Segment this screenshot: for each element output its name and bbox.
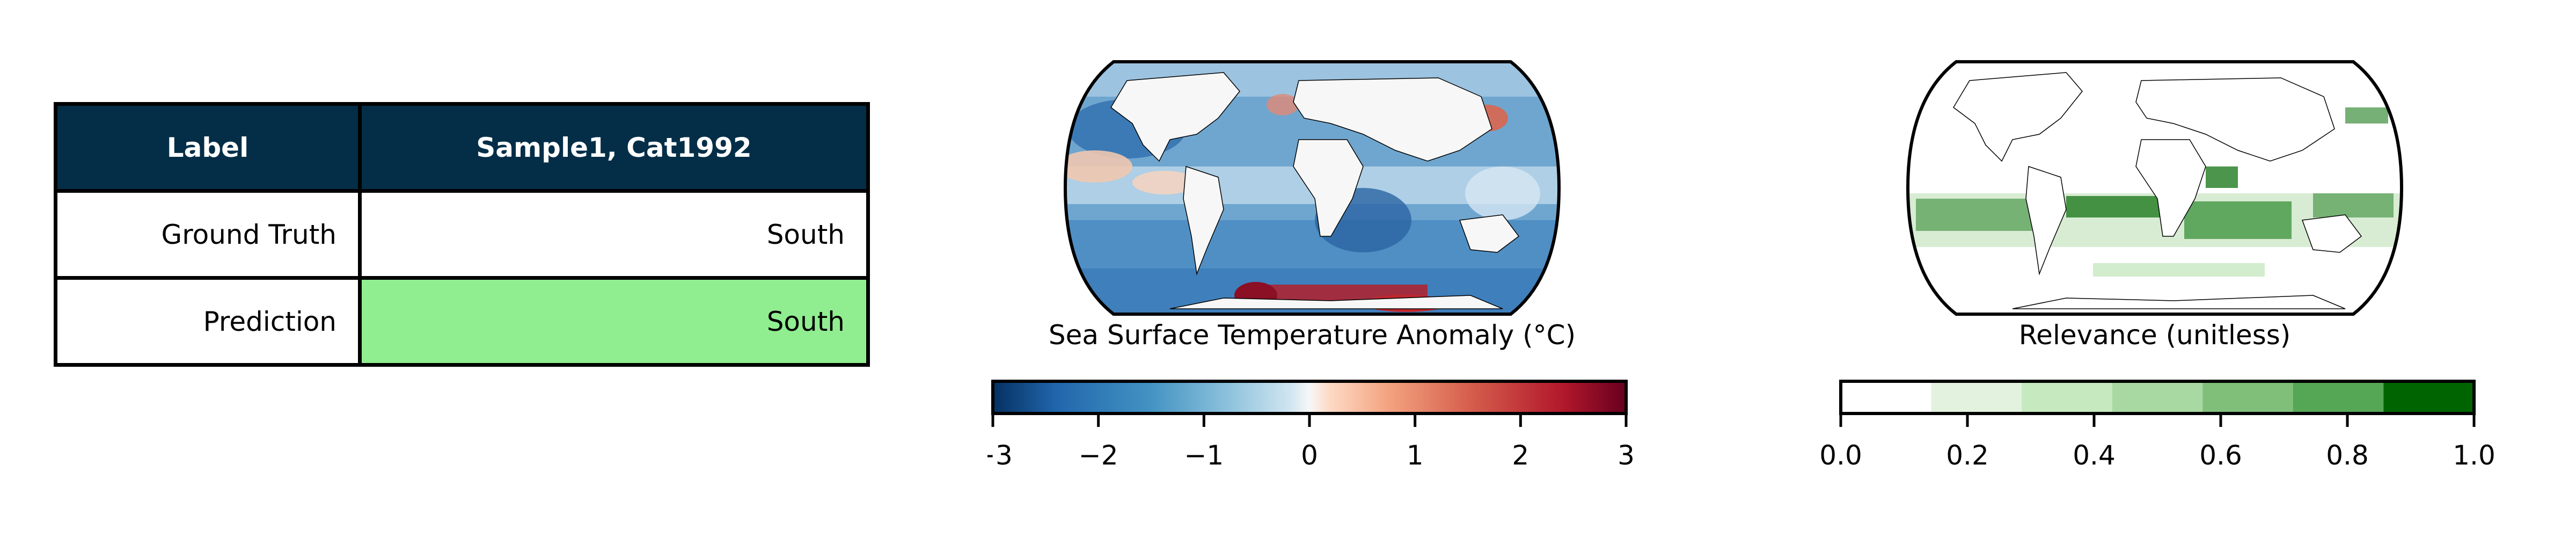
relevance-colorbar-frame — [1839, 380, 2476, 415]
relevance-colorbar: 0.0 0.2 0.4 0.6 0.8 1.0 — [1819, 380, 2496, 471]
table-header-row: Label Sample1, Cat1992 — [54, 102, 870, 193]
colorbar-tick-label: 0 — [1301, 440, 1318, 471]
sst-map-outline — [1063, 60, 1561, 316]
relevance-level-swatch — [1841, 381, 1932, 413]
table-row: Ground Truth South — [54, 189, 870, 280]
colorbar-tick-label: 2 — [1512, 440, 1529, 471]
relevance-map — [1906, 60, 2404, 316]
colorbar-tick-label: 0.8 — [2326, 440, 2369, 471]
colorbar-tick-label: 1 — [1407, 440, 1424, 471]
relevance-level-swatch — [2383, 381, 2475, 413]
relevance-level-swatch — [1931, 381, 2022, 413]
sst-colorbar-ticks: −3 −2 −1 0 1 2 3 — [987, 413, 1635, 471]
relevance-level-swatch — [2202, 381, 2294, 413]
colorbar-tick-label: −3 — [987, 440, 1013, 471]
colorbar-tick-label: 0.2 — [1946, 440, 1989, 471]
colorbar-tick-label: 0.0 — [1819, 440, 1862, 471]
relevance-colorbar-levels — [1841, 381, 2475, 413]
header-label: Label — [54, 102, 362, 193]
colorbar-tick-label: 3 — [1618, 440, 1635, 471]
row-label-prediction: Prediction — [54, 276, 362, 367]
sst-colorbar-gradient — [991, 380, 1628, 415]
header-sample: Sample1, Cat1992 — [358, 102, 870, 193]
sst-field — [1065, 62, 1559, 314]
row-label-ground-truth: Ground Truth — [54, 189, 362, 280]
colorbar-tick-label: 0.6 — [2199, 440, 2242, 471]
sst-map-title: Sea Surface Temperature Anomaly (°C) — [1048, 320, 1576, 351]
relevance-colorbar-ticks: 0.0 0.2 0.4 0.6 0.8 1.0 — [1819, 413, 2496, 471]
relevance-map-title: Relevance (unitless) — [2018, 320, 2291, 351]
colorbar-tick-label: 0.4 — [2073, 440, 2116, 471]
sst-anomaly-map — [1063, 60, 1561, 316]
relevance-field — [1908, 62, 2402, 314]
colorbar-tick-label: 1.0 — [2453, 440, 2496, 471]
relevance-map-outline — [1906, 60, 2404, 316]
relevance-level-swatch — [2022, 381, 2113, 413]
relevance-level-swatch — [2293, 381, 2384, 413]
sst-colorbar: −3 −2 −1 0 1 2 3 — [987, 380, 1635, 471]
relevance-level-swatch — [2112, 381, 2203, 413]
row-value-prediction: South — [358, 276, 870, 367]
result-table: Label Sample1, Cat1992 Ground Truth Sout… — [54, 102, 870, 367]
row-value-ground-truth: South — [358, 189, 870, 280]
table-row: Prediction South — [54, 276, 870, 367]
colorbar-tick-label: −2 — [1079, 440, 1118, 471]
colorbar-tick-label: −1 — [1184, 440, 1224, 471]
